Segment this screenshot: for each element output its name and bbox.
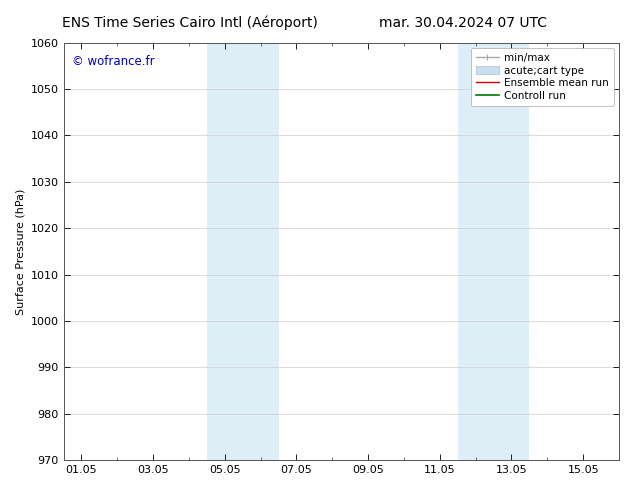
Text: mar. 30.04.2024 07 UTC: mar. 30.04.2024 07 UTC (379, 16, 547, 30)
Bar (458, 43, 494, 460)
Bar (243, 43, 278, 460)
Y-axis label: Surface Pressure (hPa): Surface Pressure (hPa) (15, 188, 25, 315)
Legend: min/max, acute;cart type, Ensemble mean run, Controll run: min/max, acute;cart type, Ensemble mean … (470, 48, 614, 106)
Bar (207, 43, 243, 460)
Bar (494, 43, 529, 460)
Text: © wofrance.fr: © wofrance.fr (72, 55, 155, 68)
Text: ENS Time Series Cairo Intl (Aéroport): ENS Time Series Cairo Intl (Aéroport) (62, 16, 318, 30)
